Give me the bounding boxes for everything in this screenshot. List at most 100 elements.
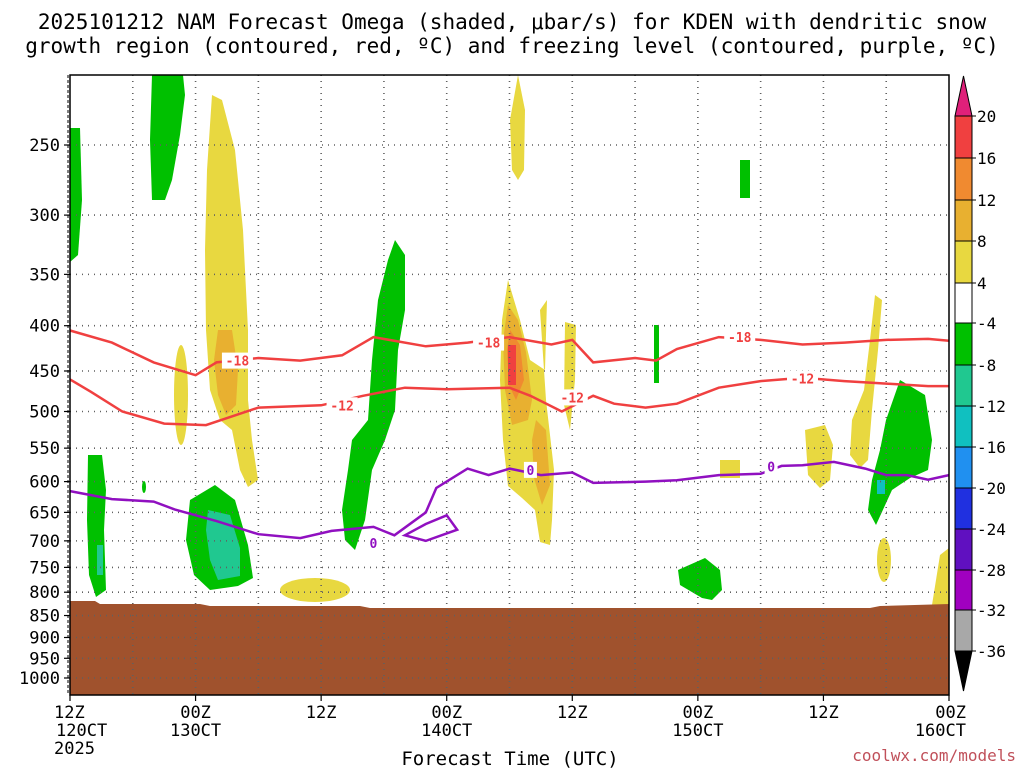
x-tick-label: 12Z [808,703,839,723]
omega-region [205,95,258,487]
colorbar-label: 8 [977,232,987,251]
x-tick-date: 140CT [421,721,472,741]
x-tick-date: 120CT [56,721,107,741]
y-tick-label: 300 [29,206,60,226]
colorbar-label: -4 [977,314,996,333]
y-tick-label: 850 [29,607,60,627]
y-tick-label: 400 [29,317,60,337]
colorbar-segment [954,199,973,242]
colorbar-segment [954,364,973,407]
y-tick-label: 750 [29,558,60,578]
y-axis: 2503003504004505005506006507007508008509… [19,136,70,689]
omega-region [70,128,82,262]
x-tick-label: 12Z [54,703,85,723]
colorbar-label: -32 [977,601,1006,620]
colorbar-label: -20 [977,479,1006,498]
colorbar-label: 12 [977,191,996,210]
y-tick-label: 450 [29,362,60,382]
contour-label-bg [764,458,778,475]
omega-region [564,322,576,430]
omega-region [932,548,949,605]
contour-label: -18 [477,337,501,352]
contour-label-bg [366,535,380,552]
contours: -18 -18 -18 -12 -12 -12 0 0 0 [69,329,950,552]
x-tick-label: 12Z [306,703,337,723]
omega-region [532,420,550,505]
y-tick-label: 650 [29,503,60,523]
omega-region [214,330,238,415]
credit-text: coolwx.com/models [852,746,1016,765]
colorbar-label: -8 [977,356,996,375]
terrain-area [70,601,949,695]
colorbar-label: -28 [977,561,1006,580]
omega-region [740,160,750,198]
contour-label-bg [221,352,253,369]
omega-region [868,380,932,525]
omega-region [97,545,103,575]
contour-label: 0 [767,461,775,476]
omega-region [280,578,350,602]
omega-region [805,425,833,488]
x-tick-label: 00Z [431,703,462,723]
y-tick-label: 950 [29,649,60,669]
colorbar: 20 16 12 8 4 -4 -8 -12 -16 -20 -24 -28 -32 -36 [954,75,1006,692]
chart-title-line2: growth region (contoured, red, ºC) and f… [25,34,999,58]
colorbar-segment [954,569,973,611]
omega-region [150,75,185,200]
colorbar-segment [954,609,973,652]
contour-label: -12 [791,373,814,388]
colorbar-segment [954,528,973,571]
y-tick-label: 1000 [19,669,60,689]
contour-label: 0 [370,537,378,552]
y-tick-label: 700 [29,532,60,552]
colorbar-segment [954,405,973,448]
colorbar-label: -24 [977,520,1006,539]
contour-label-bg [473,334,505,351]
contour-label: -18 [728,331,752,346]
colorbar-segment [954,446,973,489]
contour-label: -12 [561,391,584,406]
colorbar-label: 20 [977,107,996,126]
colorbar-label: -12 [977,397,1006,416]
freezing-level-loop [401,513,460,543]
contour-label: -18 [226,355,250,370]
x-tick-date: 150CT [672,721,723,741]
colorbar-segment [954,282,973,324]
contour-label-bg [724,329,756,346]
y-tick-label: 600 [29,473,60,493]
x-axis-label: Forecast Time (UTC) [401,748,618,768]
omega-region [877,538,891,582]
y-tick-label: 250 [29,136,60,156]
isotherm-minus18 [69,329,950,377]
frame-rect [69,74,950,696]
contour-label: -12 [330,399,353,414]
colorbar-label: 4 [977,274,987,293]
y-tick-label: 900 [29,628,60,648]
colorbar-over-triangle [954,75,973,117]
contour-label: 0 [527,464,535,479]
omega-region [174,345,188,445]
omega-region [87,455,106,597]
x-tick-date: 130CT [170,721,221,741]
x-tick-year: 2025 [54,739,95,759]
omega-region [142,481,146,493]
chart-title-line1: 2025101212 NAM Forecast Omega (shaded, μ… [37,10,987,34]
y-tick-label: 550 [29,439,60,459]
x-tick-label: 00Z [682,703,713,723]
colorbar-segment [954,157,973,201]
contour-label-bg [523,461,537,478]
omega-region [510,75,525,180]
contour-label-bg [326,397,358,414]
colorbar-under-triangle [954,650,973,692]
colorbar-segment [954,240,973,284]
omega-region [678,558,722,600]
contour-label-bg [787,370,818,387]
colorbar-segment [954,487,973,530]
colorbar-label: 16 [977,149,996,168]
x-tick-label: 00Z [935,703,966,723]
omega-region [508,345,516,385]
terrain-mask [70,601,949,695]
y-tick-label: 800 [29,583,60,603]
x-tick-date: 160CT [915,721,966,741]
